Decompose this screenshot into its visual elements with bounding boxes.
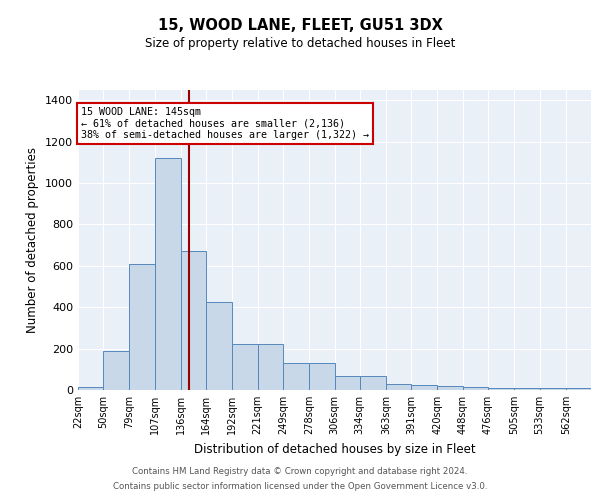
Bar — [488, 388, 514, 390]
Bar — [130, 264, 155, 390]
Text: Size of property relative to detached houses in Fleet: Size of property relative to detached ho… — [145, 38, 455, 51]
Y-axis label: Number of detached properties: Number of detached properties — [26, 147, 40, 333]
Text: 15, WOOD LANE, FLEET, GU51 3DX: 15, WOOD LANE, FLEET, GU51 3DX — [158, 18, 442, 32]
Bar — [181, 252, 206, 390]
X-axis label: Distribution of detached houses by size in Fleet: Distribution of detached houses by size … — [194, 442, 475, 456]
Bar — [78, 387, 103, 390]
Text: Contains public sector information licensed under the Open Government Licence v3: Contains public sector information licen… — [113, 482, 487, 491]
Bar — [103, 350, 130, 390]
Bar — [206, 302, 232, 390]
Bar — [360, 376, 386, 390]
Bar — [258, 344, 283, 390]
Bar — [514, 388, 539, 390]
Bar — [463, 387, 488, 390]
Bar — [566, 388, 591, 390]
Text: Contains HM Land Registry data © Crown copyright and database right 2024.: Contains HM Land Registry data © Crown c… — [132, 467, 468, 476]
Bar — [437, 386, 463, 390]
Bar — [155, 158, 181, 390]
Bar — [411, 385, 437, 390]
Bar — [309, 363, 335, 390]
Bar — [232, 344, 258, 390]
Bar — [335, 376, 360, 390]
Bar — [539, 388, 566, 390]
Bar — [386, 384, 411, 390]
Bar — [283, 363, 309, 390]
Text: 15 WOOD LANE: 145sqm
← 61% of detached houses are smaller (2,136)
38% of semi-de: 15 WOOD LANE: 145sqm ← 61% of detached h… — [81, 106, 369, 140]
